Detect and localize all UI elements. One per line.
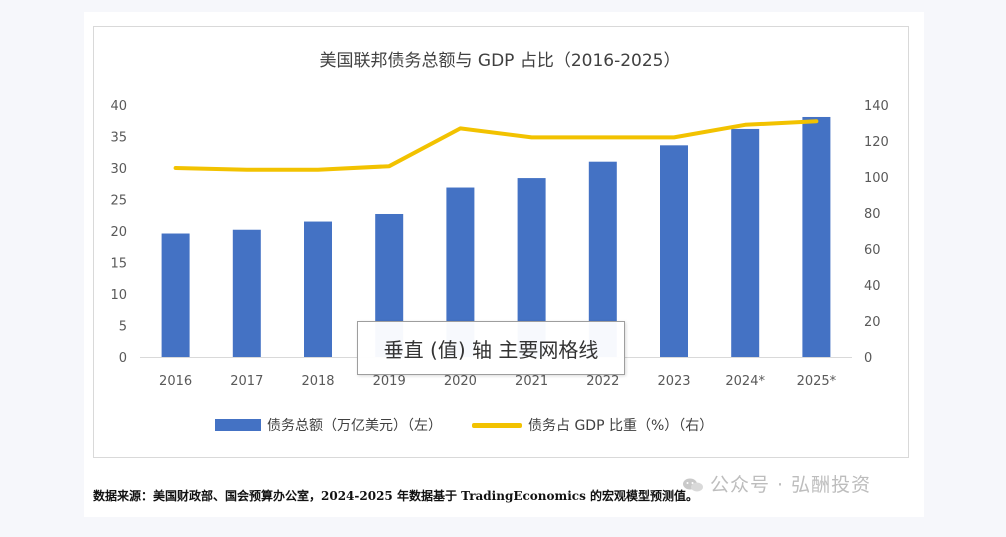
bar-2018 [304, 221, 332, 357]
x-tick-label: 2018 [301, 374, 334, 389]
y-right-tick-label: 60 [864, 243, 881, 258]
bar-2017 [232, 229, 261, 357]
x-tick-label: 2022 [586, 374, 619, 389]
line-point-2019 [388, 165, 390, 167]
legend-bar-label: 债务总额（万亿美元）（左） [267, 418, 442, 434]
line-point-2024* [744, 124, 746, 126]
bar-2016 [161, 233, 190, 357]
line-point-2016 [175, 167, 177, 169]
legend-bar-swatch [215, 419, 261, 431]
y-right-tick-label: 140 [864, 99, 889, 114]
watermark: 公众号 · 弘酬投资 [682, 470, 871, 497]
watermark-text: 公众号 · 弘酬投资 [710, 474, 872, 496]
y-left-tick-label: 5 [119, 320, 127, 335]
y-right-tick-label: 80 [864, 207, 881, 222]
line-series-debt-gdp [173, 119, 819, 172]
y-right-tick-label: 20 [864, 315, 881, 330]
y-left-tick-label: 30 [110, 162, 127, 177]
line-point-2025* [815, 120, 817, 122]
line-point-2020 [459, 127, 461, 129]
x-tick-label: 2016 [159, 374, 192, 389]
y-right-tick-label: 120 [864, 135, 889, 150]
x-tick-label: 2025* [797, 374, 837, 389]
source-note: 数据来源：美国财政部、国会预算办公室，2024-2025 年数据基于 Tradi… [93, 489, 699, 503]
line-point-2021 [531, 136, 533, 138]
line-point-2023 [673, 136, 675, 138]
x-tick-label: 2017 [230, 374, 263, 389]
y-left-tick-label: 20 [110, 225, 127, 240]
x-tick-label: 2023 [657, 374, 690, 389]
bar-2025* [802, 116, 831, 357]
line-point-2017 [246, 169, 248, 171]
bar-2023 [660, 145, 688, 357]
axis-tooltip: 垂直 (值) 轴 主要网格线 [357, 321, 625, 375]
y-left-tick-label: 25 [110, 194, 127, 209]
y-left-tick-label: 10 [110, 288, 127, 303]
line-point-2022 [602, 136, 604, 138]
bar-2024* [731, 128, 760, 357]
y-right-tick-label: 100 [864, 171, 889, 186]
x-tick-label: 2024* [725, 374, 765, 389]
legend-line-swatch [472, 422, 522, 428]
x-tick-label: 2021 [515, 374, 548, 389]
x-tick-label: 2019 [373, 374, 406, 389]
wechat-icon [682, 476, 704, 492]
legend-line-label: 债务占 GDP 比重（%）（右） [528, 418, 714, 434]
chart-legend: 债务总额（万亿美元）（左） 债务占 GDP 比重（%）（右） [215, 414, 713, 436]
y-left-tick-label: 0 [119, 351, 127, 366]
line-point-2018 [317, 169, 319, 171]
y-left-tick-label: 15 [110, 257, 127, 272]
chart-frame [93, 26, 909, 458]
y-left-tick-label: 40 [110, 99, 127, 114]
y-right-tick-label: 40 [864, 279, 881, 294]
y-left-tick-label: 35 [110, 131, 127, 146]
chart-title: 美国联邦债务总额与 GDP 占比（2016-2025） [319, 51, 681, 71]
x-tick-label: 2020 [444, 374, 477, 389]
y-right-tick-label: 0 [864, 351, 872, 366]
